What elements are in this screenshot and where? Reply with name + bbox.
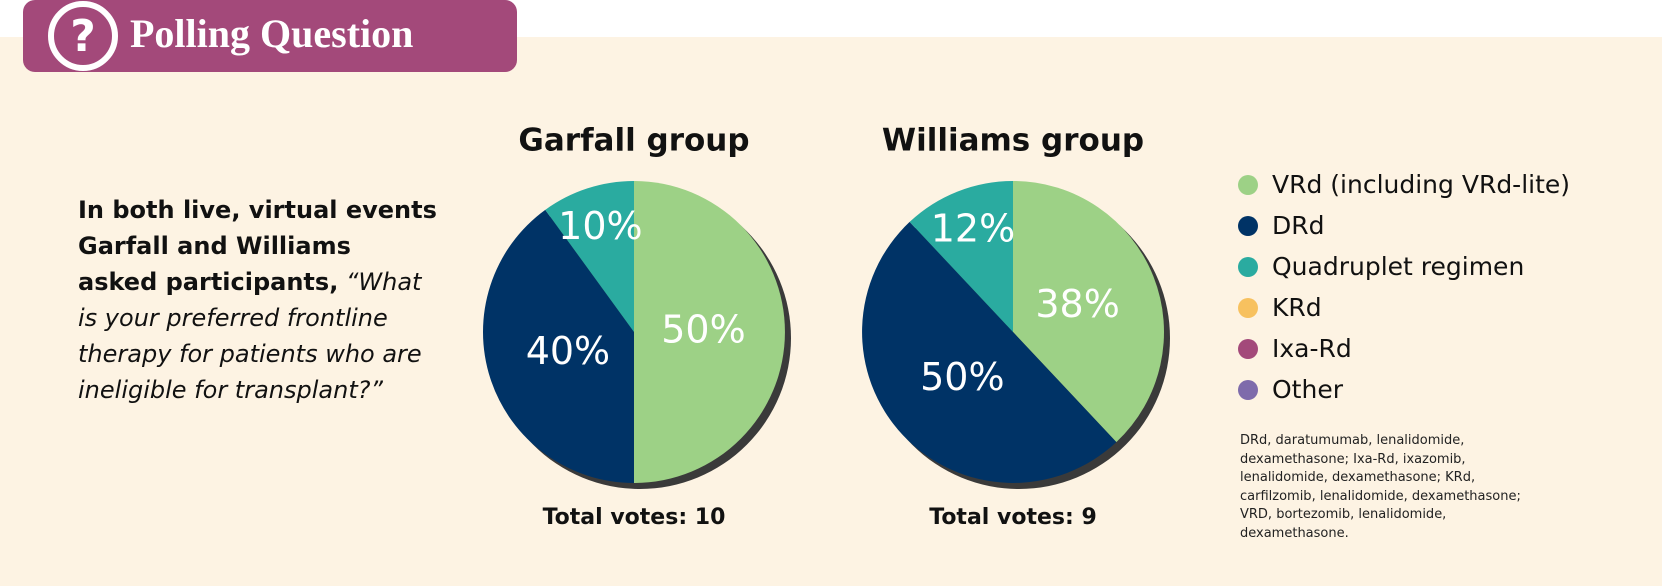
pie-slice <box>1013 181 1164 443</box>
legend-label: Ixa-Rd <box>1272 334 1352 363</box>
question-icon <box>48 1 118 71</box>
legend-label: KRd <box>1272 293 1322 322</box>
legend-label: VRd (including VRd-lite) <box>1272 170 1570 199</box>
pie-slice <box>909 181 1013 332</box>
pie-slice <box>634 181 785 483</box>
slice-label: 12% <box>931 206 1015 250</box>
background <box>0 37 1662 586</box>
question-mark: ? <box>70 11 96 62</box>
slice-label: 38% <box>1035 282 1119 326</box>
pie-slice <box>862 221 1117 483</box>
intro-lead: In both live, virtual events Garfall and… <box>78 196 437 296</box>
legend-dot <box>1238 175 1258 195</box>
intro-quote: “What is your preferred frontline therap… <box>78 268 422 404</box>
intro: In both live, virtual events Garfall and… <box>78 192 438 408</box>
legend-dot <box>1238 216 1258 236</box>
header-bar <box>23 0 517 72</box>
legend-dot <box>1238 257 1258 277</box>
slice-label: 40% <box>526 329 610 373</box>
legend-dot <box>1238 380 1258 400</box>
legend-label: Quadruplet regimen <box>1272 252 1524 281</box>
footnote: DRd, daratumumab, lenalidomide, dexameth… <box>1240 433 1521 541</box>
total-votes: Total votes: 9 <box>929 505 1097 530</box>
total-votes: Total votes: 10 <box>543 505 726 530</box>
legend-dot <box>1238 298 1258 318</box>
slice-label: 50% <box>920 355 1004 399</box>
slice-label: 50% <box>661 308 745 352</box>
chart-title: Garfall group <box>518 123 749 159</box>
legend-dot <box>1238 339 1258 359</box>
pie-slice <box>545 181 634 332</box>
chart-title: Williams group <box>882 123 1144 159</box>
slice-label: 10% <box>558 204 642 248</box>
legend-label: Other <box>1272 375 1344 404</box>
header-title: Polling Question <box>130 11 413 56</box>
pie-slice <box>483 209 634 483</box>
legend-label: DRd <box>1272 211 1325 240</box>
